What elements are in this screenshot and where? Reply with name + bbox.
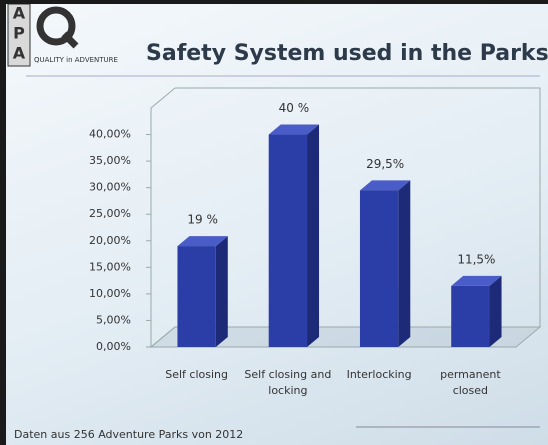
y-tick-label: 5,00%: [96, 313, 131, 326]
value-label: 11,5%: [457, 252, 495, 266]
y-tick-label: 0,00%: [96, 340, 131, 353]
chart: A P A QUALITY in ADVENTURE Safety System…: [7, 4, 548, 428]
logo-letter: A: [13, 44, 26, 63]
bar-side: [489, 275, 502, 347]
logo-q: [36, 6, 76, 46]
bar: [268, 134, 308, 347]
bar-top: [359, 180, 411, 191]
bar: [177, 246, 216, 347]
x-tick-label: Interlocking: [346, 368, 412, 381]
logo-strip: [7, 4, 31, 67]
value-label: 29,5%: [366, 157, 404, 171]
slide: A P A QUALITY in ADVENTURE Safety System…: [6, 4, 548, 445]
bar-side: [307, 124, 320, 347]
logo-q-tail: [61, 31, 79, 49]
y-tick-label: 15,00%: [89, 260, 131, 273]
bar-top: [268, 124, 320, 135]
bar: [451, 285, 490, 347]
bar-side: [215, 236, 228, 347]
y-tick-label: 20,00%: [89, 234, 131, 247]
y-tick-label: 40,00%: [89, 128, 131, 141]
logo-letter: A: [13, 4, 26, 23]
x-tick-label: Self closing and locking: [244, 368, 332, 397]
bar-side: [398, 180, 411, 347]
logo: A P A QUALITY in ADVENTURE: [7, 4, 118, 67]
y-tick-label: 30,00%: [89, 181, 131, 194]
y-tick-label: 25,00%: [89, 207, 131, 220]
bar-top: [177, 236, 228, 247]
logo-letter: P: [13, 24, 25, 43]
logo-tagline: QUALITY in ADVENTURE: [34, 56, 118, 64]
y-tick-label: 10,00%: [89, 287, 131, 300]
x-tick-label: Self closing: [165, 368, 228, 381]
x-tick-label: permanent closed: [440, 368, 501, 397]
value-label: 40 %: [279, 101, 310, 115]
footer: Daten aus 256 Adventure Parks von 2012: [14, 428, 244, 441]
bar-top: [451, 275, 502, 286]
bar: [359, 190, 399, 347]
value-label: 19 %: [187, 213, 218, 227]
y-tick-label: 35,00%: [89, 154, 131, 167]
chart-title: Safety System used in the Parks: [146, 41, 548, 66]
